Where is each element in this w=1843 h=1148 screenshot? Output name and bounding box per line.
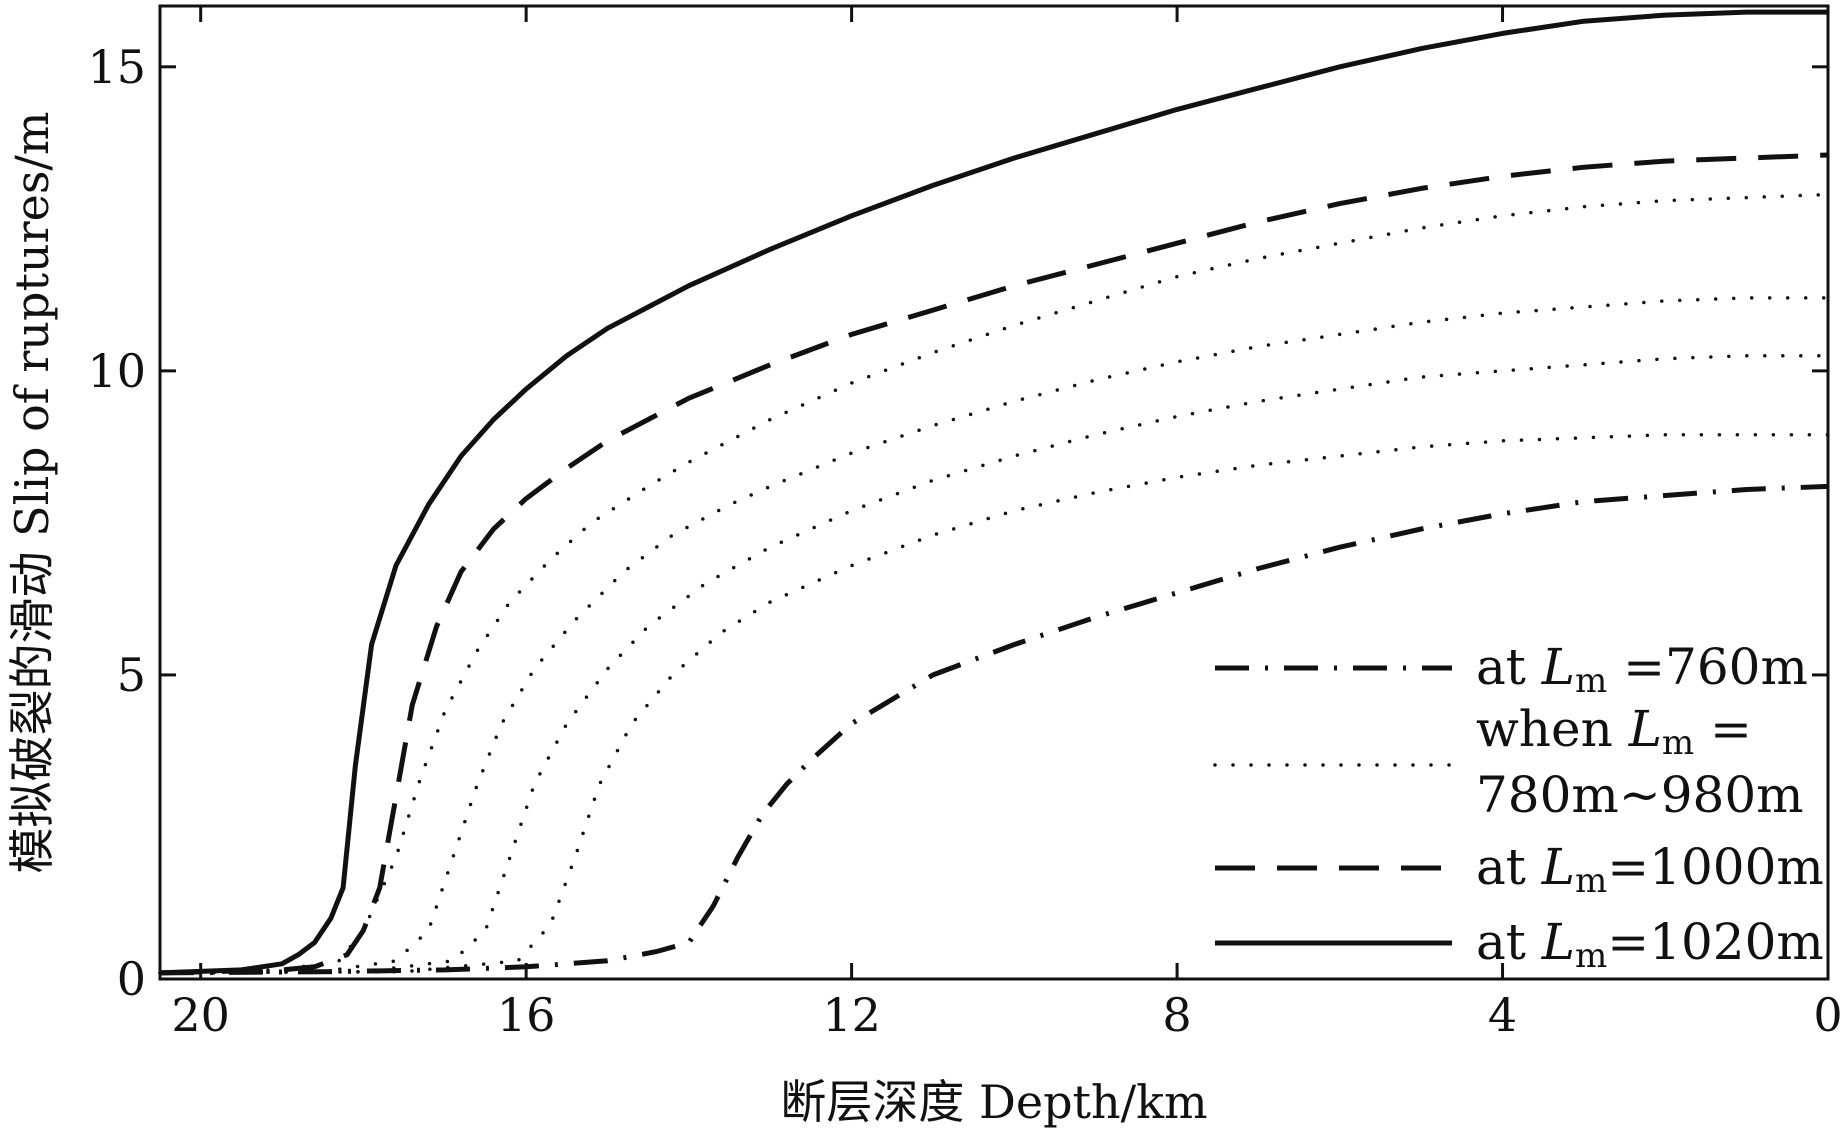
x-tick-label-6: 0: [1813, 988, 1842, 1042]
series-line-2: [159, 152, 1829, 976]
legend-label-2-line2: 780m~980m: [1476, 766, 1804, 824]
legend-label-4: at Lm=1020m: [1476, 913, 1824, 976]
y-axis-title: 模拟破裂的滑动 Slip of ruptures/m: [5, 111, 59, 873]
series-line-7: [159, 483, 1829, 976]
plot-frame: [158, 4, 1830, 981]
x-tick-label-2: 16: [497, 988, 556, 1042]
legend-label-3: at Lm=1000m: [1476, 838, 1824, 901]
x-tick-label-3: 12: [822, 988, 881, 1042]
x-tick-label-1: 20: [171, 988, 230, 1042]
series-layer: [158, 9, 1830, 976]
x-axis-title: 断层深度 Depth/km: [780, 1075, 1207, 1129]
x-tick-label-5: 4: [1488, 988, 1517, 1042]
legend-label-1: at Lm =760m: [1476, 638, 1808, 701]
y-tick-label-4: 15: [87, 40, 146, 94]
y-tick-label-2: 5: [117, 648, 146, 702]
series-line-3: [158, 192, 1830, 975]
x-tick-label-4: 8: [1162, 988, 1191, 1042]
series-line-1: [159, 9, 1828, 976]
y-tick-label-3: 10: [87, 344, 146, 398]
y-tick-label-1: 0: [117, 952, 146, 1006]
legend-label-2: when Lm =: [1476, 700, 1752, 763]
ticks-layer: 20 16 12 8 4 0 0 5 10 15: [87, 6, 1843, 1042]
